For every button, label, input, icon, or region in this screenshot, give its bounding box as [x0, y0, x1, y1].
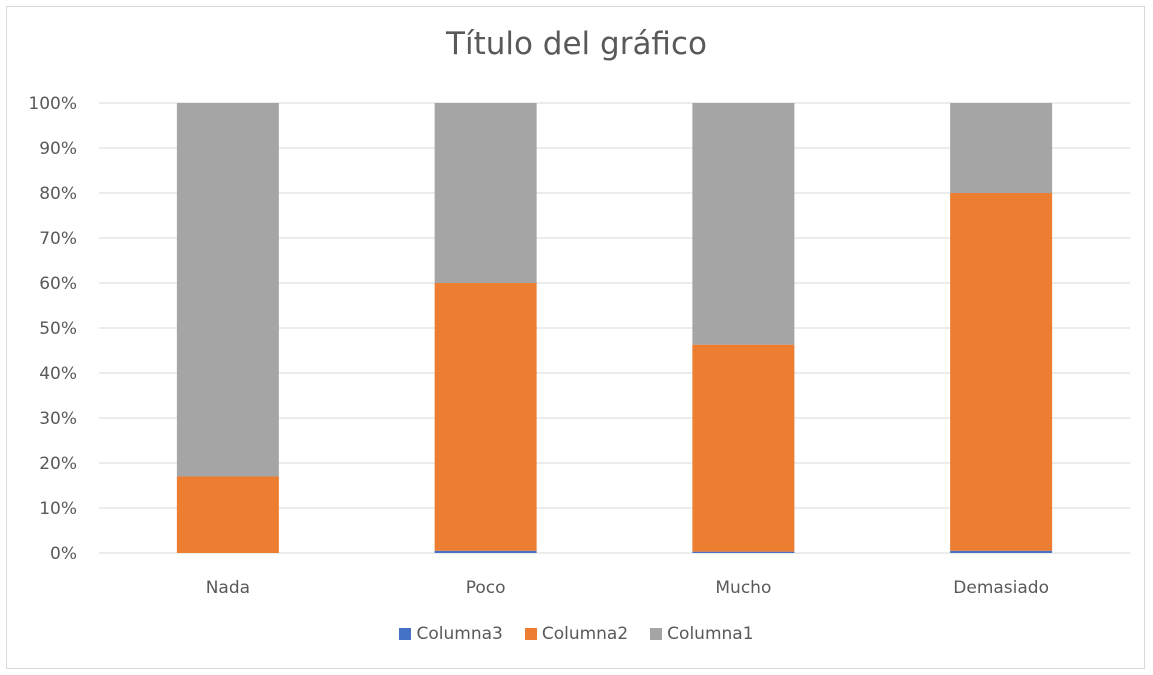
y-tick-label: 100%: [28, 94, 77, 114]
y-tick-label: 50%: [39, 319, 77, 339]
legend-swatch-columna2: [524, 628, 537, 640]
bar-columna3-mucho: [692, 551, 795, 553]
y-tick-label: 10%: [39, 499, 77, 519]
bar-columna2-demasiado: [950, 193, 1053, 551]
y-tick-label: 90%: [39, 139, 77, 159]
legend-label-columna2: Columna2: [541, 624, 629, 644]
chart-title: Título del gráfico: [446, 26, 707, 62]
legend-label-columna1: Columna1: [667, 624, 754, 644]
x-tick-label: Demasiado: [953, 578, 1049, 598]
legend-label-columna3: Columna3: [416, 624, 503, 644]
y-tick-label: 60%: [39, 274, 77, 294]
legend-swatch-columna1: [650, 628, 663, 640]
bar-columna1-demasiado: [950, 103, 1053, 193]
bar-columna1-mucho: [692, 103, 795, 345]
y-tick-label: 20%: [39, 454, 77, 474]
x-tick-label: Poco: [466, 578, 506, 598]
bar-columna2-nada: [176, 476, 279, 553]
legend-item-columna1: Columna1: [650, 624, 754, 644]
y-tick-label: 70%: [39, 229, 77, 249]
x-tick-label: Mucho: [715, 578, 771, 598]
y-tick-label: 40%: [39, 364, 77, 384]
legend-swatch-columna3: [399, 628, 412, 640]
bar-columna1-nada: [176, 103, 279, 477]
bar-columna3-demasiado: [950, 550, 1053, 553]
bar-columna3-poco: [434, 550, 537, 553]
y-tick-label: 80%: [39, 184, 77, 204]
y-tick-label: 0%: [50, 544, 77, 564]
chart-legend: Columna3 Columna2 Columna1: [0, 624, 1153, 644]
x-tick-label: Nada: [206, 578, 250, 598]
legend-item-columna2: Columna2: [524, 624, 629, 644]
bar-columna2-poco: [434, 283, 537, 551]
bar-columna2-mucho: [692, 344, 795, 552]
legend-item-columna3: Columna3: [399, 624, 503, 644]
bar-columna1-poco: [434, 103, 537, 283]
y-tick-label: 30%: [39, 409, 77, 429]
